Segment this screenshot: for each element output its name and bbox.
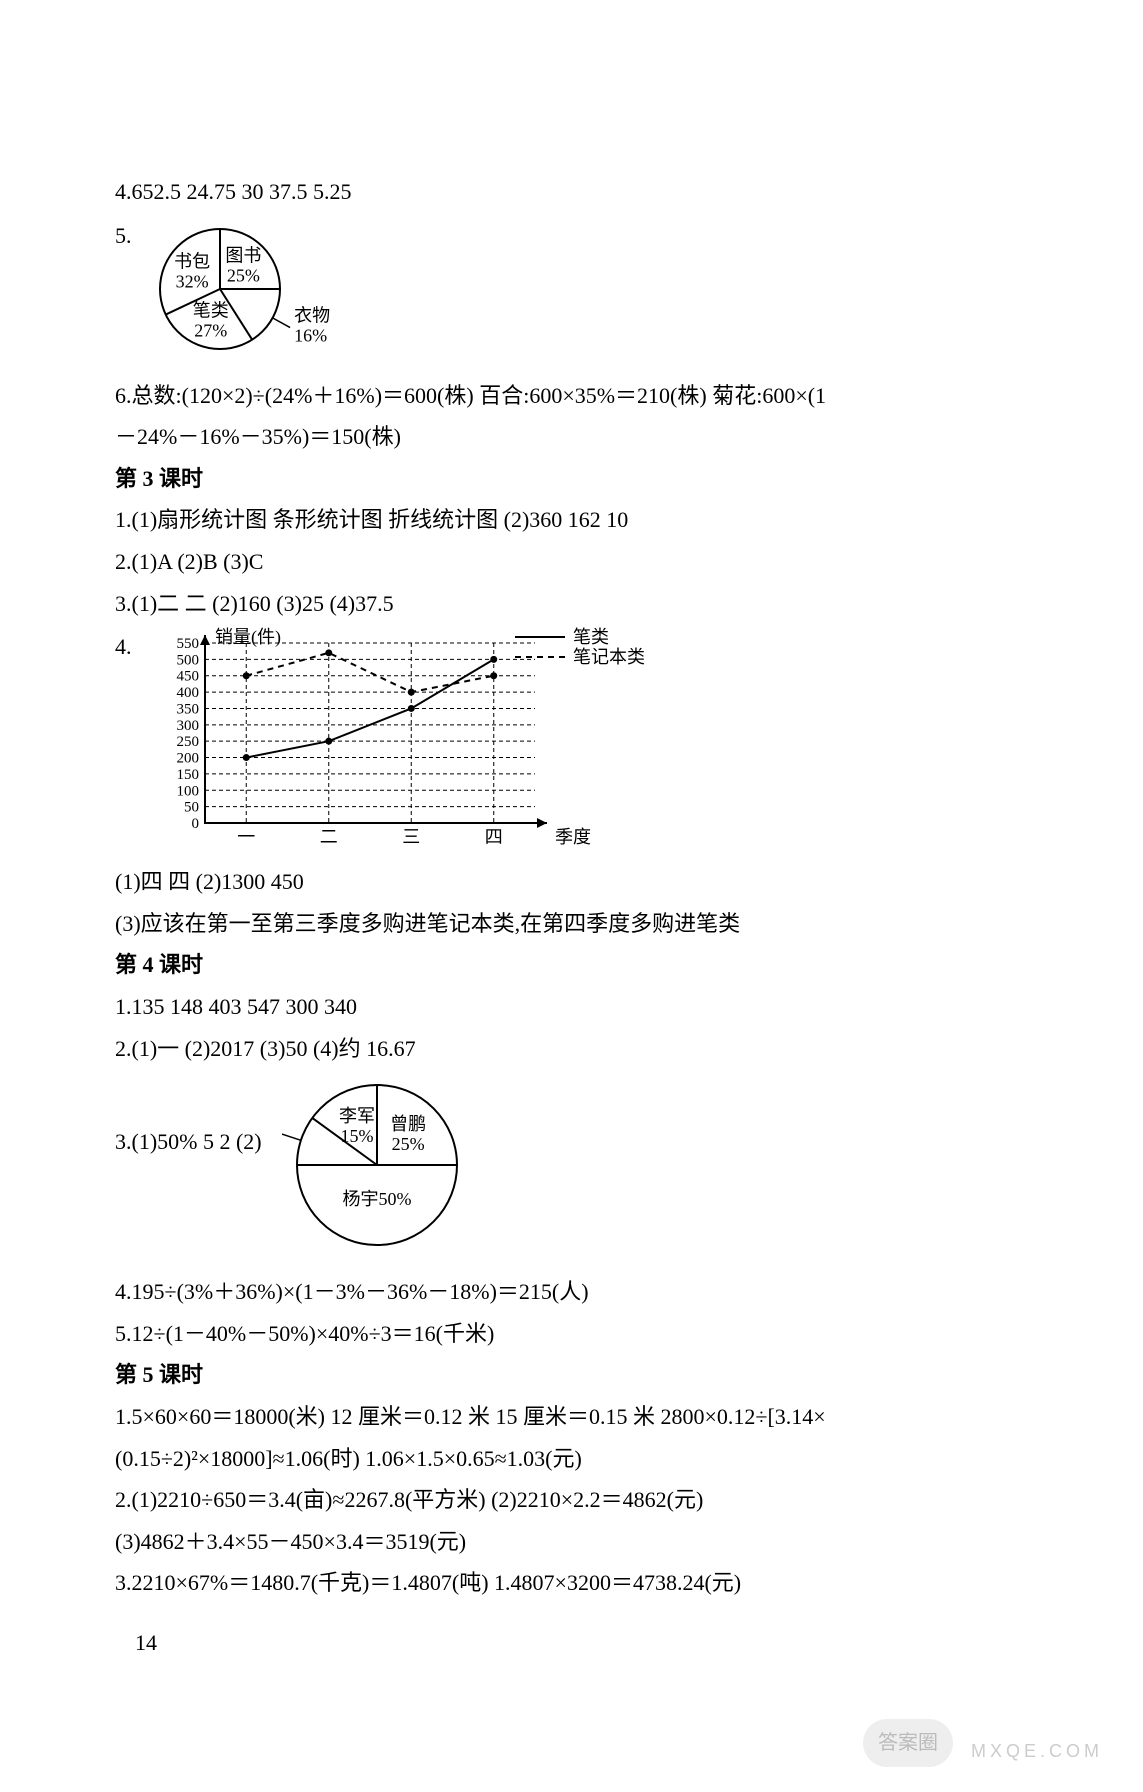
svg-text:16%: 16%	[294, 325, 327, 345]
svg-text:衣物: 衣物	[294, 305, 330, 325]
svg-text:150: 150	[177, 767, 200, 783]
l3-q3: 3.(1)二 二 (2)160 (3)25 (4)37.5	[115, 584, 1043, 624]
svg-text:0: 0	[192, 816, 200, 832]
logo-badge: 答案圈	[863, 1719, 953, 1767]
svg-text:32%: 32%	[176, 271, 209, 291]
svg-text:李军: 李军	[339, 1106, 375, 1126]
svg-text:100: 100	[177, 783, 200, 799]
line-chart: 050100150200250300350400450500550 一 二 三 四 销量(…	[145, 625, 705, 860]
q6-line-b: －24%－16%－35%)＝150(株)	[115, 417, 1043, 457]
l3-q1: 1.(1)扇形统计图 条形统计图 折线统计图 (2)360 162 10	[115, 500, 1043, 540]
l5-q2b: (3)4862＋3.4×55－450×3.4＝3519(元)	[115, 1522, 1043, 1562]
svg-text:曾鹏: 曾鹏	[390, 1114, 426, 1134]
svg-text:二: 二	[320, 827, 338, 847]
svg-text:图书: 图书	[225, 245, 261, 265]
svg-text:250: 250	[177, 734, 200, 750]
lesson-5-heading: 第 5 课时	[115, 1355, 1043, 1395]
svg-text:25%: 25%	[227, 265, 260, 285]
l3-ans1: (1)四 四 (2)1300 450	[115, 862, 1043, 902]
q6-line-a: 6.总数:(120×2)÷(24%＋16%)＝600(株) 百合:600×35%…	[115, 376, 1043, 416]
svg-text:15%: 15%	[340, 1126, 373, 1146]
svg-text:季度: 季度	[555, 827, 591, 847]
svg-text:300: 300	[177, 718, 200, 734]
l4-q5: 5.12÷(1－40%－50%)×40%÷3＝16(千米)	[115, 1314, 1043, 1354]
page-number: 14	[135, 1623, 1043, 1663]
svg-text:400: 400	[177, 685, 200, 701]
lesson-4-heading: 第 4 课时	[115, 945, 1043, 985]
l4-q1: 1.135 148 403 547 300 340	[115, 987, 1043, 1027]
l3-ans2: (3)应该在第一至第三季度多购进笔记本类,在第四季度多购进笔类	[115, 904, 1043, 944]
svg-text:销量(件): 销量(件)	[215, 627, 281, 648]
svg-text:350: 350	[177, 702, 200, 718]
svg-text:550: 550	[177, 636, 200, 652]
l4-q4: 4.195÷(3%＋36%)×(1－3%－36%－18%)＝215(人)	[115, 1272, 1043, 1312]
svg-text:一: 一	[237, 827, 255, 847]
svg-text:27%: 27%	[194, 320, 227, 340]
watermark: MXQE.COM	[971, 1741, 1103, 1762]
svg-text:50: 50	[184, 800, 199, 816]
q5-label: 5.	[115, 216, 145, 256]
l3-q4-label: 4.	[115, 627, 145, 667]
l5-q3: 3.2210×67%＝1480.7(千克)＝1.4807(吨) 1.4807×3…	[115, 1563, 1043, 1603]
svg-text:杨宇50%: 杨宇50%	[342, 1189, 411, 1209]
svg-text:三: 三	[402, 827, 420, 847]
svg-text:四: 四	[485, 827, 503, 847]
pie-chart-2: 曾鹏25%杨宇50%张红10%李军15%	[282, 1070, 542, 1270]
lesson-3-heading: 第 3 课时	[115, 459, 1043, 499]
svg-text:笔记本类: 笔记本类	[573, 647, 645, 667]
l4-q3: 3.(1)50% 5 2 (2)	[115, 1072, 262, 1162]
l5-q2a: 2.(1)2210÷650＝3.4(亩)≈2267.8(平方米) (2)2210…	[115, 1480, 1043, 1520]
svg-text:450: 450	[177, 669, 200, 685]
q4-values: 4.652.5 24.75 30 37.5 5.25	[115, 172, 1043, 212]
l4-q2: 2.(1)一 (2)2017 (3)50 (4)约 16.67	[115, 1029, 1043, 1069]
pie-chart-1: 图书25% 衣物16% 笔类27% 书包32%	[145, 214, 375, 374]
l5-q1b: (0.15÷2)²×18000]≈1.06(时) 1.06×1.5×0.65≈1…	[115, 1439, 1043, 1479]
svg-text:笔类: 笔类	[193, 300, 229, 320]
svg-text:25%: 25%	[391, 1134, 424, 1154]
svg-text:笔类: 笔类	[573, 627, 609, 647]
l5-q1a: 1.5×60×60＝18000(米) 12 厘米＝0.12 米 15 厘米＝0.…	[115, 1397, 1043, 1437]
svg-text:500: 500	[177, 653, 200, 669]
svg-text:200: 200	[177, 751, 200, 767]
svg-text:书包: 书包	[174, 251, 210, 271]
l3-q2: 2.(1)A (2)B (3)C	[115, 542, 1043, 582]
